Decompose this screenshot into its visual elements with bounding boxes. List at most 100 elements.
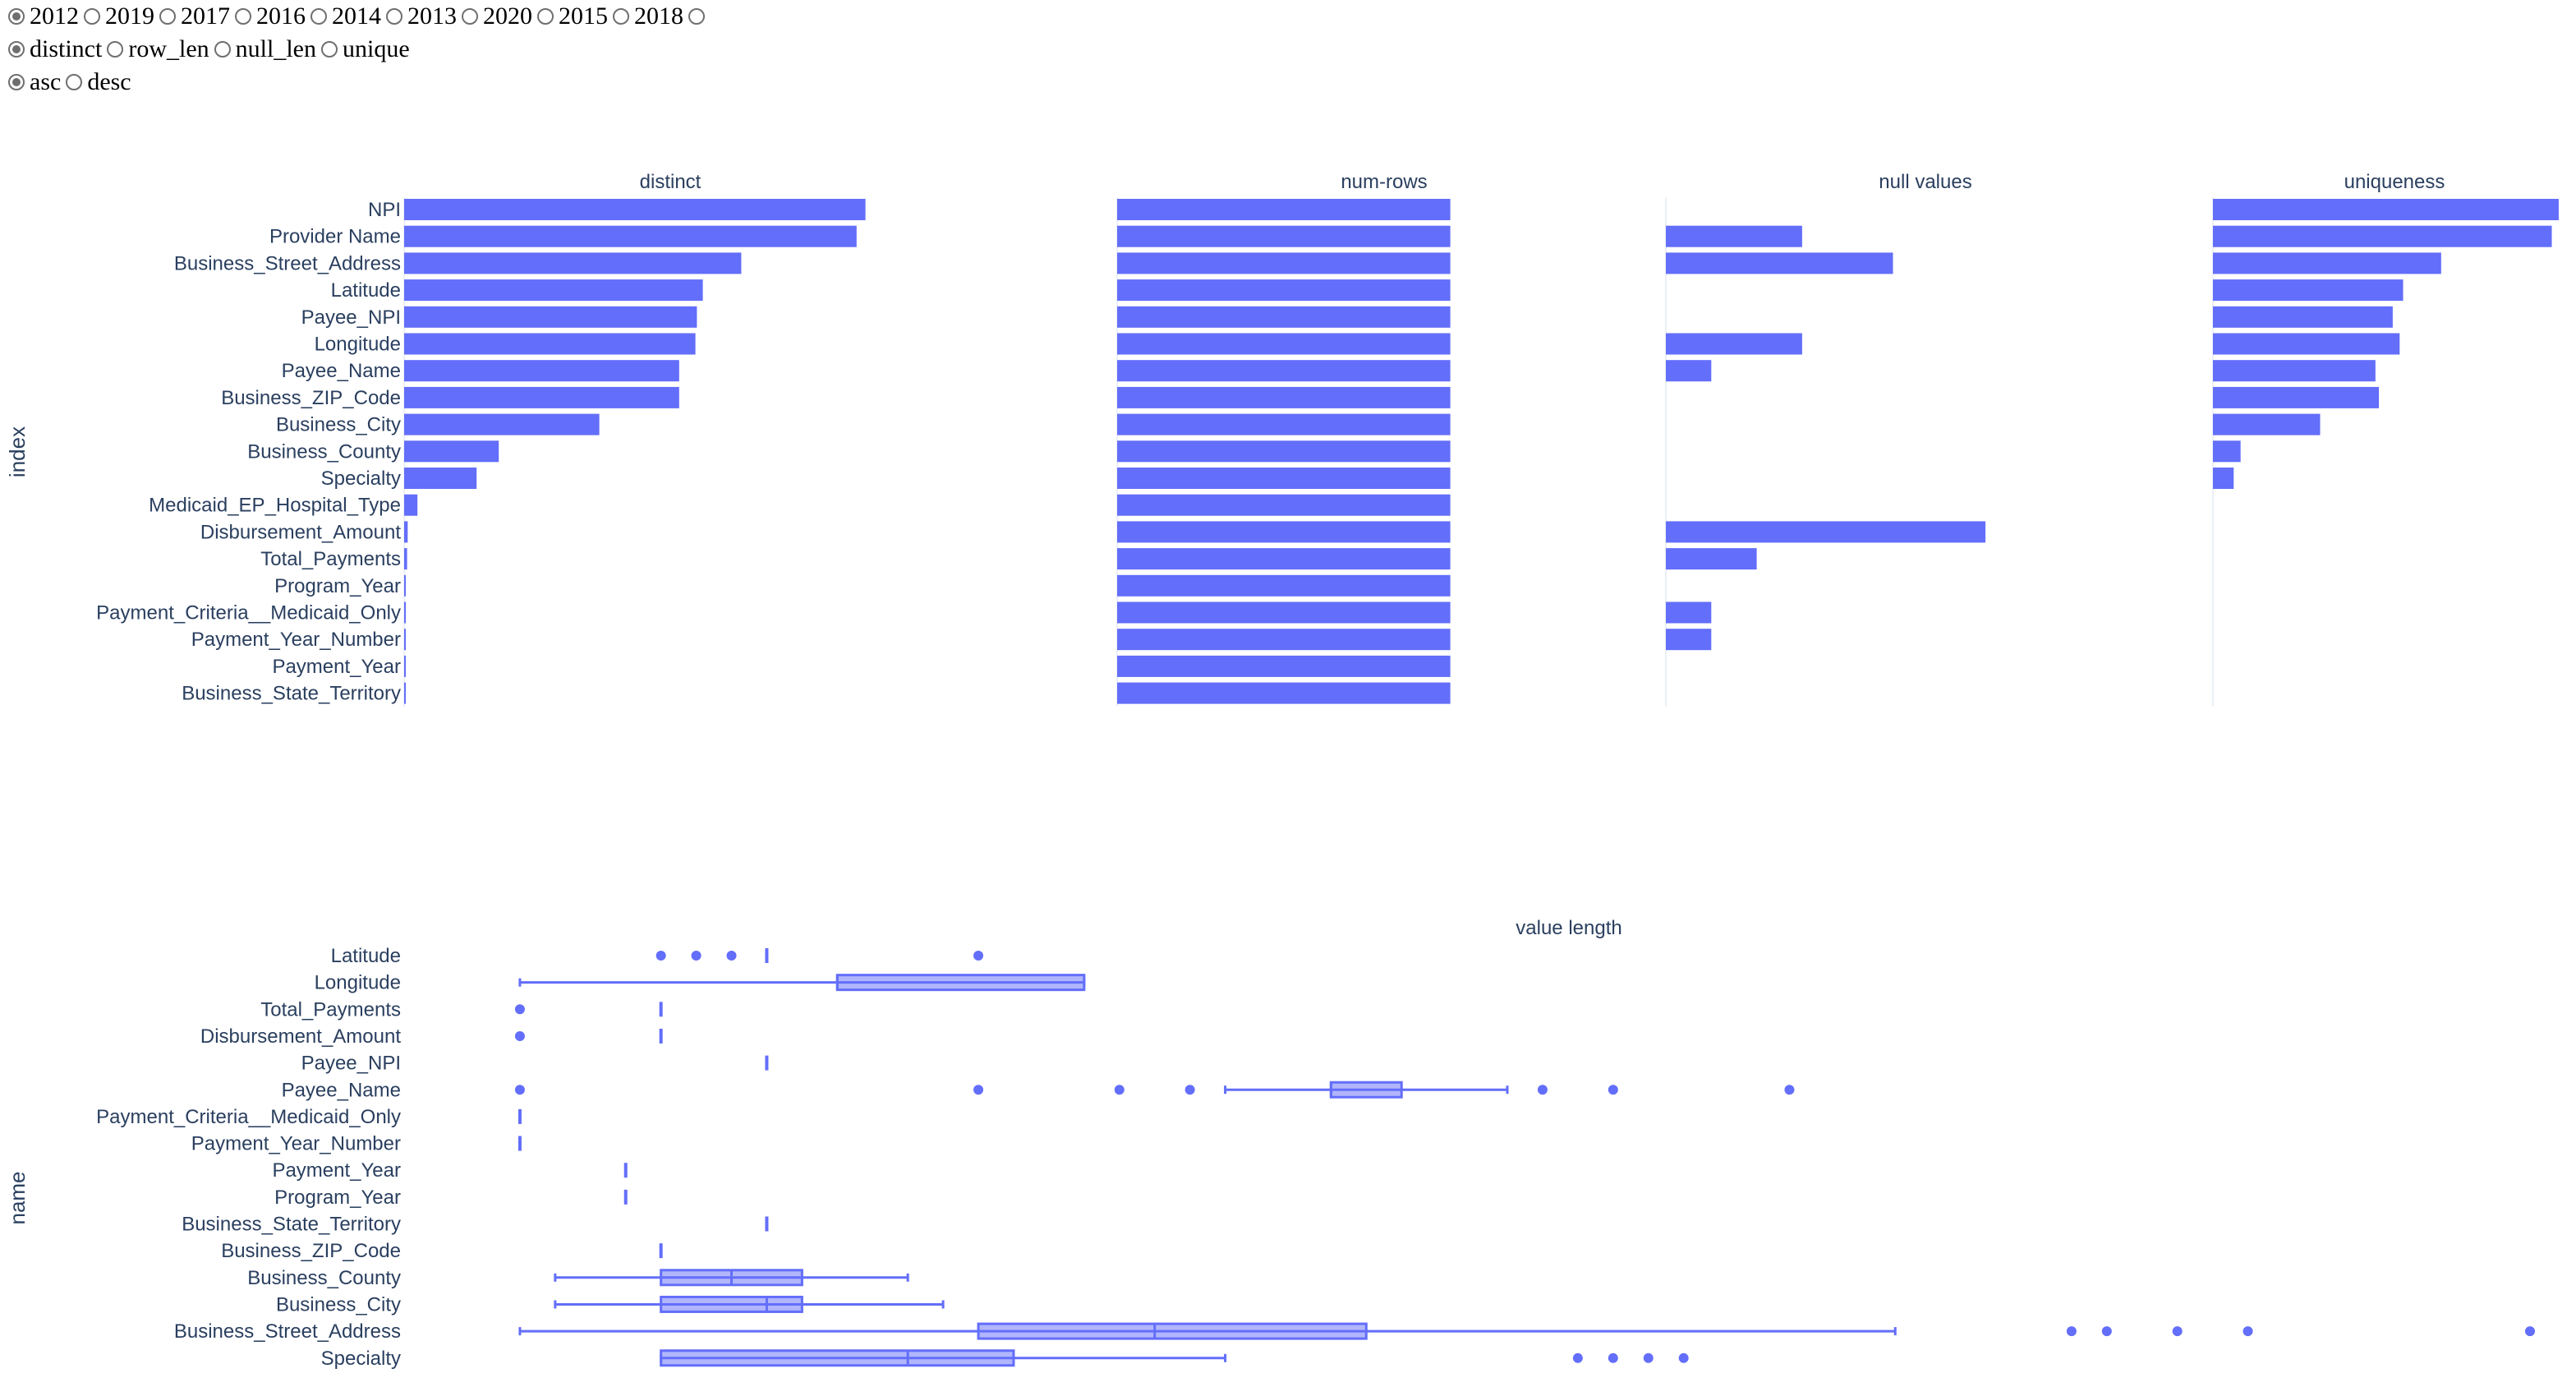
order-option[interactable]: desc xyxy=(66,66,131,99)
year-option[interactable]: 2019 xyxy=(84,0,154,33)
bar xyxy=(404,521,408,543)
year-option[interactable]: 2018 xyxy=(613,0,683,33)
metric-label: row_len xyxy=(128,35,209,62)
bar xyxy=(1666,629,1712,651)
year-radio[interactable] xyxy=(386,8,402,25)
year-option[interactable]: 2017 xyxy=(159,0,230,33)
box-chart: value length name Latitude Longitude Total_P… xyxy=(5,917,2535,1370)
bar xyxy=(2213,225,2552,247)
metric-option[interactable]: null_len xyxy=(214,33,316,66)
metric-label: distinct xyxy=(30,35,103,62)
order-radio[interactable] xyxy=(8,74,25,90)
bar xyxy=(404,279,703,302)
bar xyxy=(404,306,697,328)
metric-radio[interactable] xyxy=(107,41,124,58)
bar xyxy=(1117,655,1451,677)
year-option[interactable]: 2016 xyxy=(235,0,306,33)
box-category-label: Payment_Year_Number xyxy=(191,1133,401,1155)
outlier-point xyxy=(1678,1352,1689,1363)
bar xyxy=(404,574,406,597)
year-radio[interactable] xyxy=(84,8,100,25)
panel-title: uniqueness xyxy=(2344,171,2445,193)
bar xyxy=(404,360,679,382)
bar xyxy=(404,629,406,651)
metric-radio[interactable] xyxy=(8,41,25,58)
year-radio[interactable] xyxy=(462,8,478,25)
metric-option[interactable]: row_len xyxy=(107,33,209,66)
box-iqr xyxy=(660,1295,803,1313)
outlier-point xyxy=(514,1085,525,1095)
year-radio[interactable] xyxy=(159,8,176,25)
year-radio[interactable] xyxy=(537,8,554,25)
bar xyxy=(1117,440,1451,463)
outlier-point xyxy=(1114,1085,1125,1095)
category-label: Longitude xyxy=(315,334,401,356)
year-option[interactable]: 2013 xyxy=(386,0,457,33)
bar xyxy=(1666,252,1893,274)
year-option[interactable]: 2012 xyxy=(8,0,79,33)
year-radio[interactable] xyxy=(235,8,251,25)
year-option[interactable]: 2015 xyxy=(537,0,608,33)
bar-chart: NPI Provider Name Business_Street_Address L… xyxy=(5,171,2559,707)
order-label: asc xyxy=(30,68,62,95)
category-label: Business_State_Territory xyxy=(182,683,401,705)
category-label: Business_County xyxy=(247,440,401,463)
bar xyxy=(1666,225,1802,247)
year-label: 2017 xyxy=(181,2,230,30)
bar xyxy=(1117,360,1451,382)
box-iqr xyxy=(1329,1081,1403,1099)
box-category-label: Business_City xyxy=(276,1293,401,1316)
box-category-label: Latitude xyxy=(331,945,401,967)
year-option[interactable]: 2014 xyxy=(310,0,381,33)
order-radio-group: asc desc xyxy=(8,66,2555,99)
outlier-point xyxy=(973,1085,984,1095)
category-label: Business_Street_Address xyxy=(174,252,401,274)
outlier-point xyxy=(691,951,702,961)
bar xyxy=(404,548,407,570)
year-option[interactable] xyxy=(688,8,710,25)
bar xyxy=(1117,468,1451,489)
metric-option[interactable]: unique xyxy=(320,33,410,66)
outlier-point xyxy=(514,1030,525,1041)
order-option[interactable]: asc xyxy=(8,66,61,99)
year-radio[interactable] xyxy=(8,8,25,25)
metric-radio[interactable] xyxy=(214,41,231,58)
bar xyxy=(1666,360,1712,382)
box-category-label: Payment_Year xyxy=(272,1159,401,1182)
outlier-point xyxy=(973,951,984,961)
year-label: 2014 xyxy=(332,2,381,30)
box-category-label: Total_Payments xyxy=(260,998,401,1021)
metric-option[interactable]: distinct xyxy=(8,33,102,66)
category-label: Business_ZIP_Code xyxy=(221,387,401,409)
bar xyxy=(1117,199,1451,220)
category-label: Payment_Year xyxy=(272,656,401,678)
bar xyxy=(1117,494,1451,516)
box-category-label: Business_Street_Address xyxy=(174,1320,401,1343)
bar xyxy=(1117,601,1451,624)
year-radio[interactable] xyxy=(613,8,629,25)
category-label: Total_Payments xyxy=(260,548,401,570)
year-label: 2013 xyxy=(407,2,457,30)
bar xyxy=(1117,252,1451,274)
outlier-point xyxy=(1184,1085,1195,1095)
order-radio[interactable] xyxy=(66,74,83,90)
y-axis-title: name xyxy=(5,1171,30,1224)
category-label: Program_Year xyxy=(274,575,401,597)
year-label: 2016 xyxy=(256,2,306,30)
bar xyxy=(1666,521,1986,543)
year-radio[interactable] xyxy=(688,8,705,25)
bar xyxy=(404,601,406,624)
year-option[interactable]: 2020 xyxy=(462,0,532,33)
bar xyxy=(404,468,477,489)
year-label: 2020 xyxy=(483,2,532,30)
bar xyxy=(1117,521,1451,543)
year-radio[interactable] xyxy=(310,8,327,25)
metric-radio[interactable] xyxy=(320,41,338,58)
bar xyxy=(1117,413,1451,435)
bar xyxy=(1666,333,1802,355)
outlier-point xyxy=(2242,1326,2253,1337)
box-category-label: Longitude xyxy=(315,972,401,994)
bar xyxy=(404,225,857,247)
category-label: Provider Name xyxy=(269,226,401,248)
